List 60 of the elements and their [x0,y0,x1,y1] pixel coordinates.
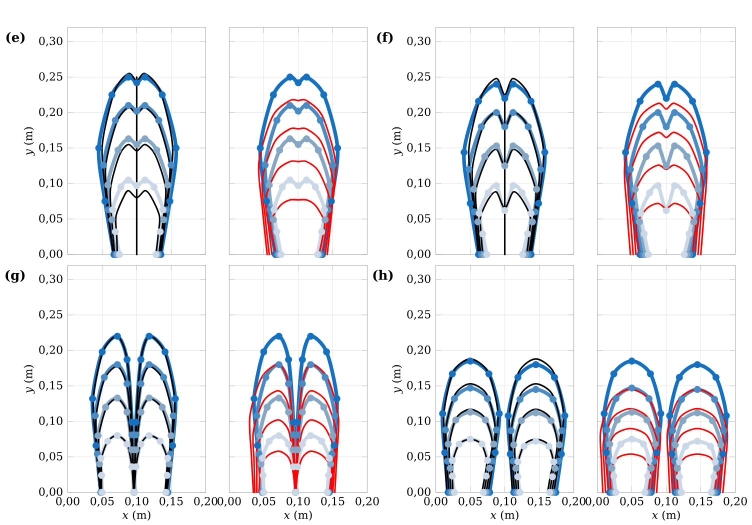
x-tick-label: 0,05 [90,496,114,507]
y-tick-label: 0,05 [407,214,430,224]
y-tick-label: 0,20 [39,346,62,356]
y-tick-label: 0,00 [407,488,430,498]
y-tick-label: 0,15 [39,381,62,391]
x-tick-label: 0,00 [56,496,80,507]
y-tick-label: 0,00 [39,488,62,498]
y-tick-label: 0,15 [407,381,430,391]
y-tick-label: 0,05 [39,214,62,224]
x-axis-title: x (m) [652,510,680,521]
x-axis-title: x (m) [284,510,312,521]
x-tick-label: 0,15 [160,496,183,507]
x-tick-label: 0,20 [562,496,586,507]
y-axis-title: y (m) [392,127,403,156]
x-tick-label: 0,15 [321,496,344,507]
y-tick-label: 0,25 [39,310,62,320]
x-tick-label: 0,05 [620,496,644,507]
x-axis-title: x (m) [122,510,150,521]
y-tick-label: 0,15 [39,143,62,153]
chart-title: (f) [377,32,393,44]
y-tick-label: 0,10 [39,416,62,426]
y-tick-label: 0,25 [39,72,62,82]
x-tick-label: 0,00 [424,496,448,507]
y-tick-label: 0,05 [407,452,430,462]
x-tick-label: 0,05 [458,496,482,507]
y-tick-label: 0,00 [39,250,62,260]
y-tick-label: 0,05 [39,452,62,462]
x-tick-label: 0,20 [194,496,218,507]
y-tick-label: 0,20 [407,108,430,118]
y-tick-label: 0,20 [39,108,62,118]
y-tick-label: 0,30 [407,274,430,284]
x-tick-label: 0,00 [586,496,609,507]
y-tick-label: 0,10 [39,178,62,188]
x-tick-label: 0,15 [528,496,551,507]
x-tick-label: 0,10 [286,496,310,507]
x-tick-label: 0,15 [689,496,712,507]
y-axis-title: y (m) [24,365,35,394]
x-tick-label: 0,10 [654,496,678,507]
x-tick-label: 0,05 [252,496,276,507]
y-tick-label: 0,10 [407,416,430,426]
x-axis-title: x (m) [490,510,518,521]
x-tick-label: 0,00 [218,496,241,507]
chart-title: (h) [373,270,393,282]
y-axis-title: y (m) [392,365,403,394]
y-tick-label: 0,25 [407,72,430,82]
y-tick-label: 0,25 [407,310,430,320]
x-tick-label: 0,20 [724,496,747,507]
y-tick-label: 0,20 [407,346,430,356]
chart-title: (e) [6,32,25,44]
chart-title: (g) [6,270,25,283]
y-tick-label: 0,30 [39,274,62,284]
y-tick-label: 0,10 [407,178,430,188]
y-tick-label: 0,30 [407,36,430,46]
y-tick-label: 0,00 [407,250,430,260]
y-tick-label: 0,15 [407,143,430,153]
y-tick-label: 0,30 [39,36,62,46]
x-tick-label: 0,10 [125,496,148,507]
x-tick-label: 0,10 [493,496,516,507]
y-axis-title: y (m) [24,127,35,156]
x-tick-label: 0,20 [356,496,379,507]
